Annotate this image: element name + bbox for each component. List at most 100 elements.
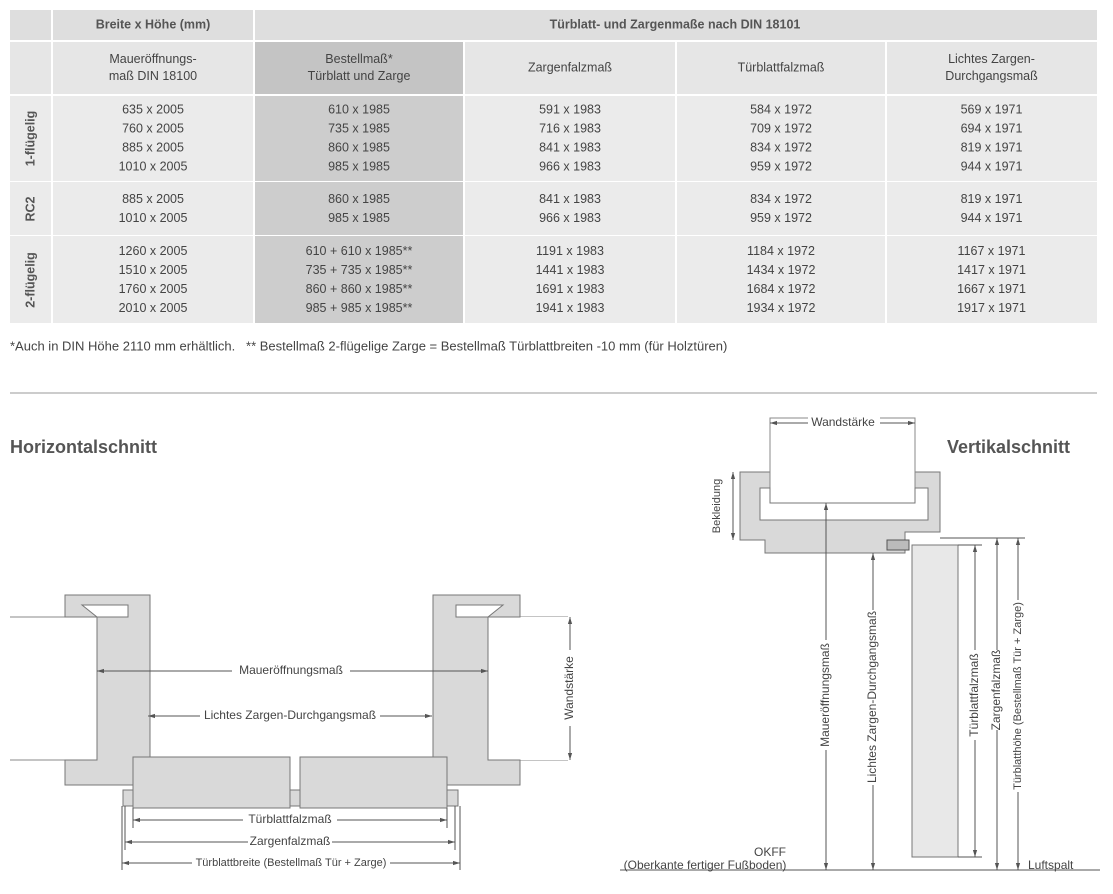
- group-header: Türblatt- und Zargenmaße nach DIN 18101: [550, 17, 801, 31]
- cell-text: 1184 x 1972: [747, 244, 815, 258]
- wall: [769, 417, 916, 504]
- cell: [464, 41, 676, 95]
- footnote: *Auch in DIN Höhe 2110 mm erhältlich. **…: [10, 338, 727, 353]
- wall: [488, 617, 568, 760]
- cell-text: 1417 x 1971: [957, 263, 1026, 277]
- column-header: Bestellmaß*: [325, 52, 393, 66]
- door-leaf: [299, 756, 448, 809]
- frame-groove: [455, 604, 505, 618]
- column-header: Lichtes Zargen-: [948, 52, 1035, 66]
- frame-groove: [759, 487, 929, 521]
- cell: [52, 236, 254, 324]
- cell: [886, 41, 1097, 95]
- cell-text: 966 x 1983: [539, 211, 601, 225]
- dimension-label: Zargenfalzmaß: [989, 650, 1003, 731]
- cell-text: 735 + 735 x 1985**: [306, 263, 413, 277]
- cell-text: 1941 x 1983: [536, 301, 605, 315]
- cell: [254, 41, 464, 95]
- cell-text: 1191 x 1983: [536, 244, 604, 258]
- column-header: Türblatt und Zarge: [308, 69, 411, 83]
- cell: [10, 95, 52, 182]
- cell: [464, 95, 676, 182]
- dimension-label: Türblattfalzmaß: [967, 653, 981, 736]
- group-label: 1-flügelig: [23, 111, 37, 167]
- cell-text: 985 x 1985: [328, 211, 390, 225]
- cell-text: 985 + 985 x 1985**: [306, 301, 413, 315]
- cell-text: 591 x 1983: [539, 102, 601, 116]
- cell: [52, 95, 254, 182]
- cell-text: 985 x 1985: [328, 159, 390, 173]
- group-label: 2-flügelig: [23, 252, 37, 308]
- cell: [254, 10, 1097, 41]
- cell: [52, 182, 254, 236]
- cell-text: 584 x 1972: [750, 102, 812, 116]
- cell-text: 1167 x 1971: [958, 244, 1026, 258]
- cell: [52, 10, 254, 41]
- cell-text: 1260 x 2005: [119, 244, 188, 258]
- cell-text: 1684 x 1972: [747, 282, 816, 296]
- cell-text: 959 x 1972: [750, 211, 812, 225]
- door-leaf: [911, 544, 959, 858]
- cell-text: 841 x 1983: [539, 192, 601, 206]
- cell-text: 834 x 1972: [750, 192, 812, 206]
- cell-text: 1760 x 2005: [119, 282, 188, 296]
- door-leaf: [132, 756, 291, 809]
- cell-text: 834 x 1972: [750, 140, 812, 154]
- column-header: Durchgangsmaß: [945, 69, 1038, 83]
- cell-text: 1917 x 1971: [957, 301, 1026, 315]
- cell: [464, 236, 676, 324]
- cell: [254, 95, 464, 182]
- dimension-label: Lichtes Zargen-Durchgangsmaß: [865, 611, 879, 783]
- cell-text: 610 x 1985: [328, 102, 390, 116]
- cell-text: 610 + 610 x 1985**: [306, 244, 413, 258]
- cell-text: 1510 x 2005: [119, 263, 188, 277]
- section-title: Vertikalschnitt: [947, 437, 1070, 457]
- dimension-label: Bekleidung: [711, 479, 723, 533]
- cell-text: 635 x 2005: [122, 102, 184, 116]
- cell-text: 959 x 1972: [750, 159, 812, 173]
- cell: [676, 236, 886, 324]
- cell: [52, 41, 254, 95]
- cell-text: 735 x 1985: [328, 121, 390, 135]
- cell-text: 716 x 1983: [539, 121, 601, 135]
- cell-text: 1667 x 1971: [957, 282, 1026, 296]
- dimension-label: Lichtes Zargen-Durchgangsmaß: [204, 708, 376, 722]
- table: Breite x Höhe (mm) Türblatt- und Zargenma…: [10, 10, 1097, 325]
- cell-text: 1441 x 1983: [536, 263, 605, 277]
- cell: [886, 236, 1097, 324]
- cell-text: 860 x 1985: [328, 140, 390, 154]
- cell-text: 860 + 860 x 1985**: [306, 282, 413, 296]
- group-label: RC2: [23, 196, 37, 221]
- gap-label: Luftspalt: [1028, 858, 1074, 872]
- section-title: Horizontalschnitt: [10, 437, 157, 457]
- cell-text: 885 x 2005: [122, 140, 184, 154]
- column-header: Maueröffnungs-: [109, 52, 196, 66]
- cell-text: 944 x 1971: [961, 211, 1023, 225]
- cell-text: 709 x 1972: [750, 121, 812, 135]
- cell-text: 2010 x 2005: [119, 301, 188, 315]
- cell-text: 966 x 1983: [539, 159, 601, 173]
- cell: [254, 182, 464, 236]
- dimension-label: Maueröffnungsmaß: [239, 663, 343, 677]
- dimension-label: Maueröffnungsmaß: [818, 643, 832, 747]
- cell-text: 944 x 1971: [961, 159, 1023, 173]
- dimension-label: Wandstärke: [562, 656, 576, 720]
- frame: [64, 594, 151, 786]
- dimension-label: Türblattfalzmaß: [248, 812, 331, 826]
- floor-label: (Oberkante fertiger Fußboden): [624, 858, 787, 872]
- dimension-label: Türblatthöhe (Bestellmaß Tür + Zarge): [1012, 602, 1024, 790]
- cell: [676, 182, 886, 236]
- group-header: Breite x Höhe (mm): [96, 17, 211, 31]
- vertical-section: Vertikalschnitt Wandstärke Bekleidung Ma…: [620, 415, 1100, 872]
- cell: [10, 41, 52, 95]
- cell-text: 885 x 2005: [122, 192, 184, 206]
- cell: [10, 236, 52, 324]
- dimension-label: Zargenfalzmaß: [250, 834, 331, 848]
- cell: [464, 182, 676, 236]
- cell-text: 1010 x 2005: [119, 159, 188, 173]
- cell: [10, 182, 52, 236]
- cell-text: 860 x 1985: [328, 192, 390, 206]
- cell: [886, 182, 1097, 236]
- cell-text: 1691 x 1983: [536, 282, 605, 296]
